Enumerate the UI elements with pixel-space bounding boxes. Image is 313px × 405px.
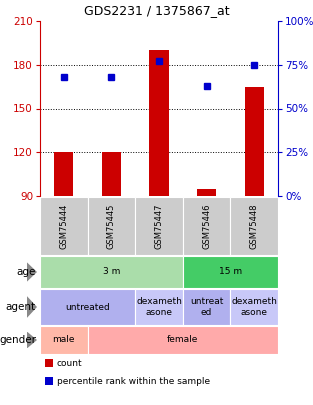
Text: dexameth
asone: dexameth asone [136,297,182,317]
Text: male: male [53,335,75,345]
Text: agent: agent [6,302,36,312]
Text: age: age [17,267,36,277]
Text: 15 m: 15 m [219,267,242,277]
Bar [40,326,88,354]
Text: untreat
ed: untreat ed [190,297,223,317]
Bar [183,289,230,325]
Text: GSM75446: GSM75446 [202,203,211,249]
Polygon shape [27,332,37,348]
Bar [54,152,73,196]
Text: GSM75448: GSM75448 [250,203,259,249]
Bar [183,256,278,288]
Bar [102,152,121,196]
Text: GSM75447: GSM75447 [155,203,163,249]
Text: count: count [57,358,83,367]
Text: female: female [167,335,198,345]
Text: gender: gender [0,335,36,345]
Polygon shape [27,262,37,281]
Text: dexameth
asone: dexameth asone [231,297,277,317]
Bar [88,197,135,255]
Text: percentile rank within the sample: percentile rank within the sample [57,377,210,386]
Text: GSM75445: GSM75445 [107,203,116,249]
Bar [88,326,278,354]
Bar [40,256,183,288]
Text: GDS2231 / 1375867_at: GDS2231 / 1375867_at [84,4,229,17]
Bar [40,289,135,325]
Bar [245,87,264,196]
Bar [230,197,278,255]
Bar [135,197,183,255]
Text: untreated: untreated [65,303,110,311]
Bar [183,197,230,255]
Text: 3 m: 3 m [103,267,120,277]
Polygon shape [27,296,37,318]
Bar [135,289,183,325]
Bar [150,50,168,196]
Bar [230,289,278,325]
Bar [197,189,216,196]
Text: GSM75444: GSM75444 [59,203,68,249]
Bar [40,197,88,255]
